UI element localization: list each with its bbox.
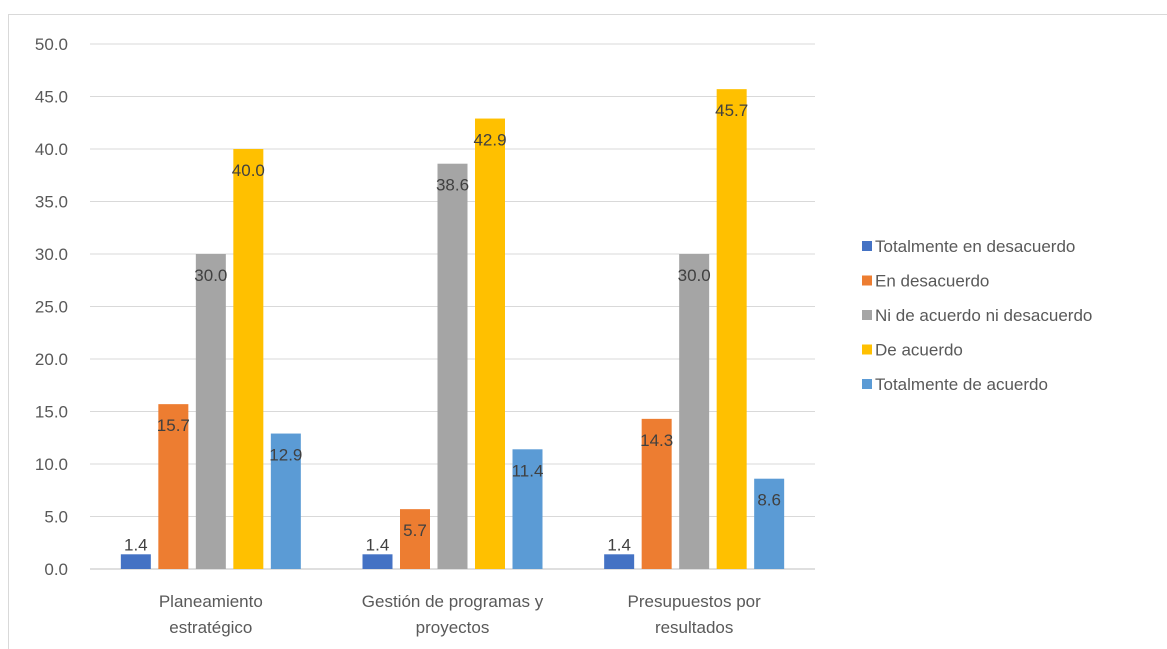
bar [512, 449, 543, 569]
data-label: 12.9 [269, 446, 302, 465]
legend-label: Ni de acuerdo ni desacuerdo [875, 306, 1092, 325]
y-tick-label: 40.0 [35, 140, 68, 159]
bar [641, 418, 672, 569]
data-label: 40.0 [232, 161, 265, 180]
legend-swatch [862, 379, 872, 389]
data-labels: 1.4 15.7 30.0 40.0 12.9 1.4 5.7 38.6 42.9 11.4 1.4… [124, 101, 781, 554]
legend-label: En desacuerdo [875, 272, 989, 291]
bar [120, 554, 151, 569]
bar [437, 163, 468, 569]
chart-frame-left [8, 14, 9, 649]
category-label: estratégico [169, 618, 252, 637]
data-label: 14.3 [640, 431, 673, 450]
category-label: Presupuestos por [628, 592, 762, 611]
bar [158, 404, 189, 569]
data-label: 1.4 [607, 535, 631, 554]
category-label: resultados [655, 618, 733, 637]
legend-swatch [862, 310, 872, 320]
data-label: 11.4 [512, 461, 544, 480]
chart-frame-top [8, 14, 1167, 15]
data-label: 30.0 [678, 266, 711, 285]
legend-swatch [862, 344, 872, 355]
category-label: Gestión de programas y [362, 592, 544, 611]
legend-label: De acuerdo [875, 341, 963, 360]
bar [604, 554, 635, 569]
data-label: 1.4 [366, 535, 390, 554]
y-tick-label: 50.0 [35, 35, 68, 54]
data-label: 8.6 [757, 491, 781, 510]
data-label: 42.9 [473, 131, 506, 150]
bar [475, 118, 505, 570]
legend-swatch [862, 275, 872, 286]
legend-label: Totalmente en desacuerdo [875, 237, 1075, 256]
bar [362, 554, 393, 569]
bars [120, 89, 785, 570]
y-tick-label: 35.0 [35, 193, 68, 212]
legend-label: Totalmente de acuerdo [875, 375, 1048, 394]
bar [195, 254, 226, 569]
category-label: Planeamiento [159, 592, 263, 611]
bar [400, 509, 430, 569]
bar [233, 149, 264, 569]
y-tick-label: 20.0 [35, 350, 68, 369]
y-tick-label: 15.0 [35, 403, 68, 422]
data-label: 1.4 [124, 535, 148, 554]
bar [270, 433, 301, 569]
data-label: 5.7 [403, 521, 427, 540]
category-label: proyectos [416, 618, 490, 637]
y-tick-label: 5.0 [44, 508, 68, 527]
legend: Totalmente en desacuerdo En desacuerdo Ni … [862, 237, 1092, 394]
y-tick-label: 30.0 [35, 245, 68, 264]
bar [716, 89, 747, 570]
data-label: 38.6 [436, 176, 469, 195]
data-label: 15.7 [157, 416, 190, 435]
y-tick-label: 45.0 [35, 88, 68, 107]
y-tick-label: 10.0 [35, 455, 68, 474]
bar [754, 478, 785, 569]
data-label: 30.0 [194, 266, 227, 285]
y-tick-label: 25.0 [35, 298, 68, 317]
data-label: 45.7 [715, 101, 748, 120]
x-axis: Planeamiento estratégico Gestión de progra… [159, 592, 761, 637]
legend-swatch [862, 241, 872, 251]
bar [679, 254, 710, 569]
y-tick-label: 0.0 [44, 560, 68, 579]
